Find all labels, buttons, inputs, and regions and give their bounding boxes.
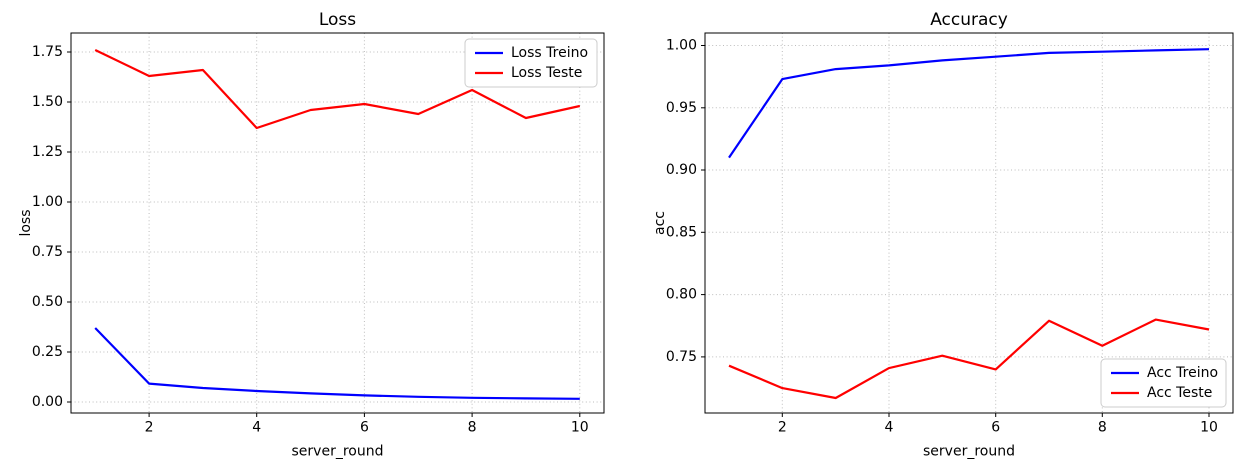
chart-title: Loss	[319, 10, 356, 30]
y-tick-label: 0.85	[666, 224, 697, 240]
legend: Acc Treino Acc Teste	[1100, 358, 1227, 408]
y-tick-label: 1.50	[32, 94, 63, 110]
y-tick-label: 0.90	[666, 162, 697, 178]
x-tick-label: 10	[1200, 420, 1218, 436]
line-loss-teste	[94, 49, 581, 130]
chart-title: Accuracy	[930, 10, 1008, 30]
legend-label: Acc Treino	[1147, 365, 1218, 381]
x-tick-label: 2	[145, 420, 154, 436]
x-tick-label: 4	[252, 420, 261, 436]
axes-frame	[704, 32, 1234, 414]
legend-label: Loss Treino	[511, 45, 588, 61]
y-tick-label: 1.00	[32, 194, 63, 210]
loss-chart: 2 4 6 8 10 0.00 0.25 0.50 0.75 1.00 1.25 1.50 1.75 Lo…	[0, 0, 621, 470]
y-tick-label: 1.75	[32, 44, 63, 60]
x-tick-label: 6	[991, 420, 1000, 436]
y-tick-label: 0.80	[666, 287, 697, 303]
line-loss-treino	[94, 327, 580, 400]
legend-label: Acc Teste	[1147, 385, 1212, 401]
axes-frame	[70, 32, 605, 414]
y-axis-label: acc	[652, 211, 668, 235]
y-tick-label: 0.75	[32, 244, 63, 260]
legend: Loss Treino Loss Teste	[464, 38, 598, 88]
y-axis-label: loss	[18, 209, 34, 236]
line-acc-treino	[728, 48, 1210, 159]
y-tick-label: 0.75	[666, 349, 697, 365]
y-tick-label: 1.00	[666, 38, 697, 54]
x-tick-label: 4	[885, 420, 894, 436]
accuracy-chart: 2 4 6 8 10 0.75 0.80 0.85 0.90 0.95 1.00 Accuracy se…	[621, 0, 1242, 470]
x-tick-label: 8	[468, 420, 477, 436]
legend-box	[464, 38, 598, 88]
loss-plot-svg: 2 4 6 8 10 0.00 0.25 0.50 0.75 1.00 1.25 1.50 1.75 Lo…	[18, 10, 605, 460]
y-tick-label: 0.25	[32, 344, 63, 360]
y-tick-label: 1.25	[32, 144, 63, 160]
x-axis-label: server_round	[923, 444, 1015, 460]
x-tick-label: 10	[571, 420, 589, 436]
x-tick-label: 8	[1098, 420, 1107, 436]
x-tick-label: 2	[778, 420, 787, 436]
y-tick-label: 0.00	[32, 394, 63, 410]
legend-box	[1100, 358, 1227, 408]
accuracy-plot-svg: 2 4 6 8 10 0.75 0.80 0.85 0.90 0.95 1.00 Accuracy se…	[652, 10, 1234, 460]
x-axis-label: server_round	[292, 444, 384, 460]
y-tick-label: 0.95	[666, 100, 697, 116]
x-tick-label: 6	[360, 420, 369, 436]
line-acc-teste	[728, 318, 1210, 400]
y-tick-label: 0.50	[32, 294, 63, 310]
legend-label: Loss Teste	[511, 65, 582, 81]
